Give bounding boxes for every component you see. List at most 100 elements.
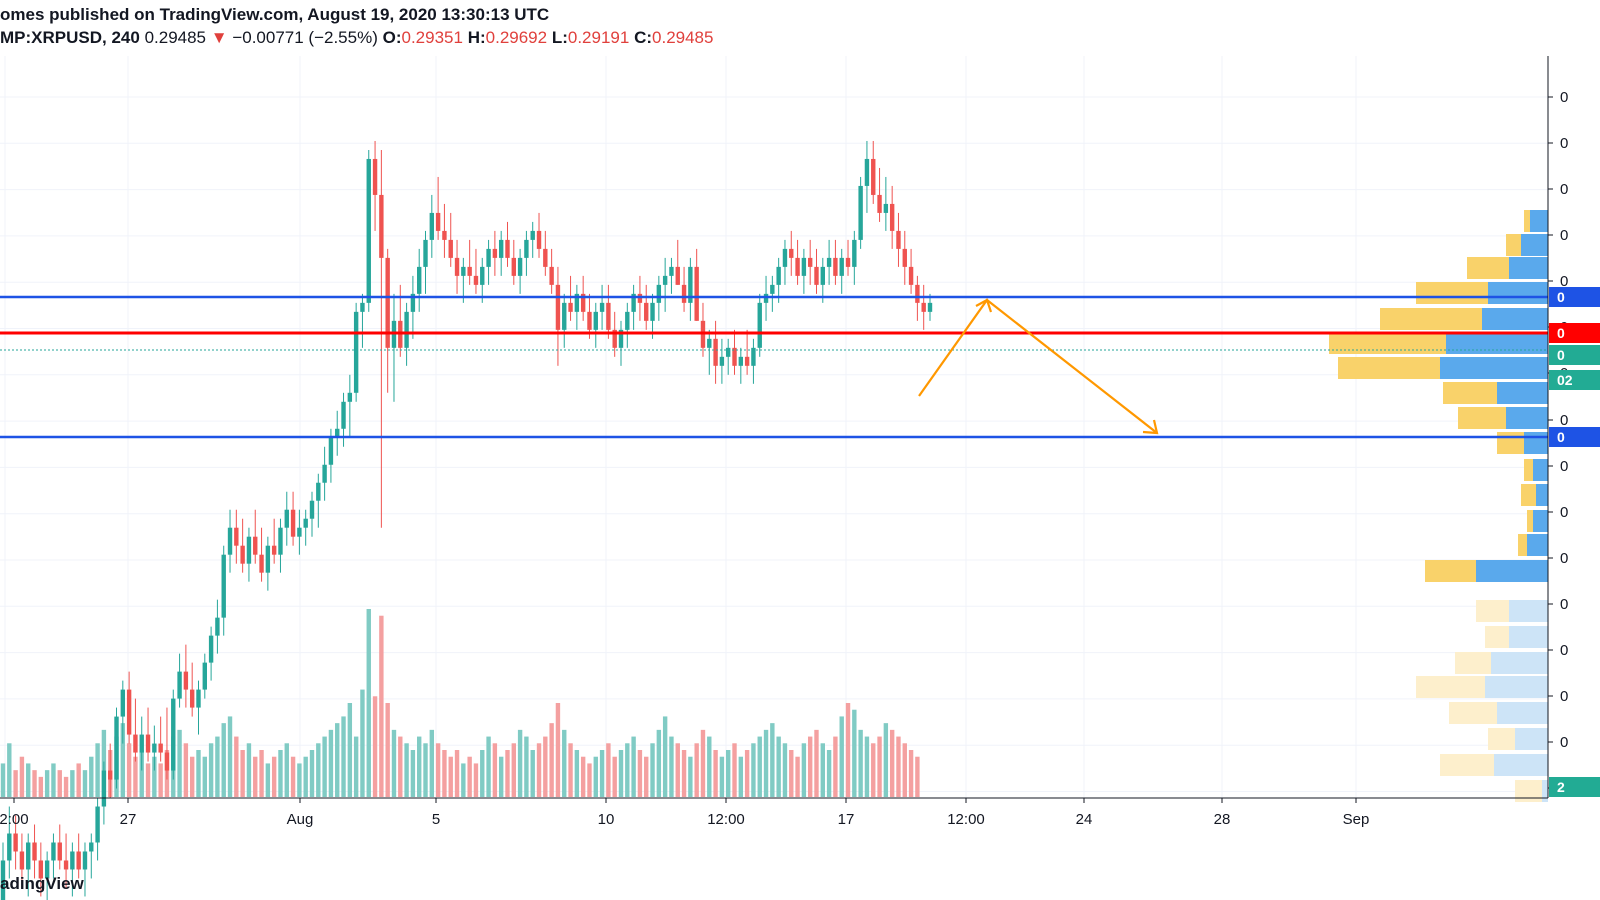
volume-profile-down: [1521, 234, 1548, 256]
price-tick-label: 0: [1560, 89, 1568, 106]
candle-body: [221, 554, 226, 618]
volume-bar: [543, 736, 548, 797]
candle-body: [858, 185, 863, 240]
volume-profile-down: [1446, 332, 1548, 354]
price-tick-label: 0: [1560, 550, 1568, 567]
volume-bar: [44, 770, 50, 797]
candle-body: [568, 302, 573, 312]
candle-body: [82, 851, 88, 870]
candle-body: [328, 437, 334, 465]
volume-bar: [795, 756, 800, 797]
candle-body: [227, 527, 233, 555]
horizontal-levels[interactable]: [0, 295, 1548, 439]
candle-body: [120, 689, 126, 717]
volume-bar: [404, 743, 409, 797]
time-tick-label: Aug: [287, 811, 314, 828]
volume-bar: [757, 736, 762, 797]
candle-body: [448, 239, 453, 258]
volume-bar: [826, 750, 832, 797]
volume-bar: [883, 723, 889, 797]
candle-body: [902, 248, 907, 267]
volume-bar: [208, 743, 214, 797]
candle-body: [51, 842, 56, 861]
price-tick-label: 0: [1560, 458, 1568, 475]
volume-bar: [536, 743, 542, 797]
volume-profile-up: [1455, 652, 1491, 674]
candle-body: [44, 860, 50, 879]
volume-profile-down: [1440, 357, 1548, 379]
candle-body: [574, 293, 580, 312]
candle-body: [726, 347, 731, 357]
volume-bar: [864, 736, 870, 797]
candle-body: [423, 239, 428, 267]
volume-bar: [284, 743, 289, 797]
candle-body: [852, 239, 857, 267]
volume-profile-up: [1425, 560, 1476, 582]
high-label: H:: [467, 28, 486, 47]
price-badge-label: 02: [1557, 372, 1573, 388]
ohlc-legend: MP:XRPUSD, 240 0.29485 ▼ −0.00771 (−2.55…: [0, 28, 713, 48]
volume-bar: [782, 743, 788, 797]
volume-profile-down: [1509, 626, 1548, 648]
volume-bar: [517, 729, 523, 797]
candle-body: [297, 527, 302, 537]
candle-body: [183, 671, 189, 690]
time-tick-label: 28: [1214, 811, 1231, 828]
price-badge-label: 0: [1557, 289, 1565, 305]
candle-body: [335, 428, 340, 438]
volume-bar: [398, 736, 403, 797]
volume-bar: [328, 729, 334, 797]
price-badge-label: 0: [1557, 325, 1565, 341]
candle-body: [826, 257, 832, 267]
volume-bar: [7, 743, 12, 797]
volume-bar: [845, 703, 851, 797]
volume-bar: [51, 763, 56, 797]
candle-body: [13, 833, 18, 852]
candle-body: [139, 734, 144, 753]
volume-bar: [625, 743, 630, 797]
candle-body: [284, 509, 289, 528]
candle-body: [801, 257, 807, 276]
candle-body: [404, 311, 409, 348]
candle-body: [694, 266, 699, 321]
candle-body: [656, 284, 662, 303]
candle-body: [637, 293, 643, 303]
volume-bar: [498, 756, 504, 797]
volume-bar: [688, 756, 693, 797]
candle-body: [467, 266, 472, 276]
candle-body: [871, 158, 876, 195]
candle-body: [549, 266, 554, 285]
volume-bar: [259, 750, 264, 797]
volume-profile-up: [1440, 754, 1494, 776]
candle-body: [492, 248, 498, 258]
volume-bar: [76, 763, 81, 797]
price-change: −0.00771 (−2.55%): [232, 28, 378, 47]
price-tick-label: 0: [1560, 181, 1568, 198]
candle-body: [883, 203, 889, 213]
volume-profile-down: [1524, 432, 1548, 454]
candle-body: [417, 266, 422, 294]
volume-profile-up: [1485, 626, 1509, 648]
volume-bar: [38, 776, 44, 797]
candle-body: [631, 293, 636, 312]
volume-bar: [82, 770, 88, 797]
volume-bar: [316, 743, 321, 797]
candle-body: [70, 851, 75, 870]
volume-bar: [290, 756, 296, 797]
candle-body: [625, 311, 630, 330]
volume-bar: [770, 723, 775, 797]
chart-axes: 000000000000000000002022:0027Aug51012:00…: [0, 56, 1600, 828]
candle-body: [114, 716, 119, 780]
publish-info: omes published on TradingView.com, Augus…: [0, 5, 550, 24]
candle-body: [435, 212, 441, 231]
candle-body: [271, 545, 277, 555]
candle-body: [524, 239, 529, 258]
projection-arrow[interactable]: [918, 298, 1159, 435]
volume-bar: [915, 756, 920, 797]
volume-profile-up: [1416, 676, 1485, 698]
volume-bar: [801, 743, 807, 797]
candle-body: [202, 662, 207, 690]
volume-profile-up: [1449, 702, 1497, 724]
candle-body: [372, 158, 378, 195]
